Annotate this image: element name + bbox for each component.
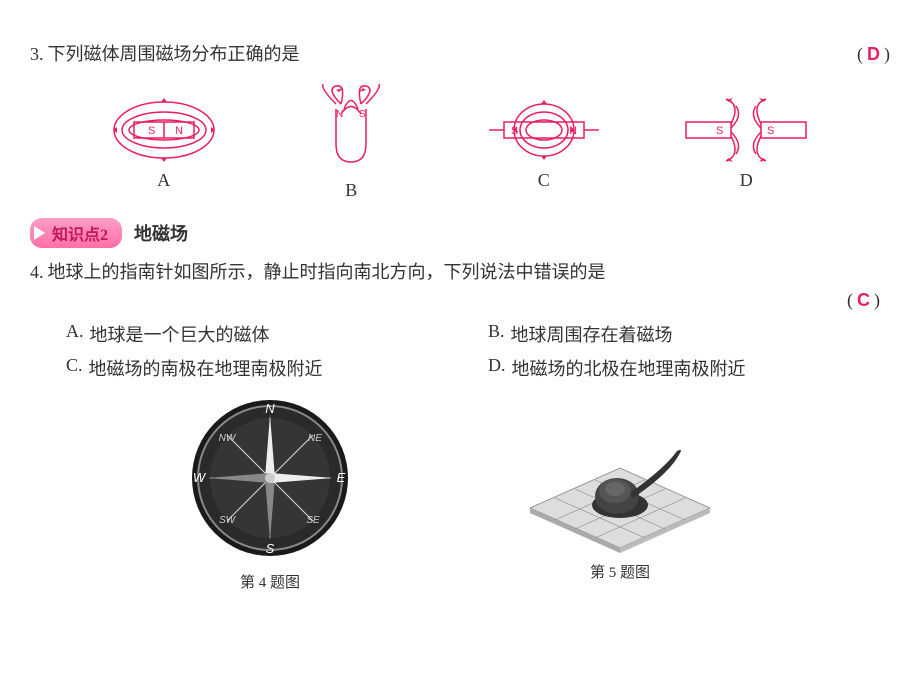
option-a: A. 地球是一个巨大的磁体 (66, 321, 468, 347)
question-3: 3. 下列磁体周围磁场分布正确的是 ( D ) (30, 40, 890, 66)
magnet-diagram-d: S S (671, 94, 821, 164)
svg-text:N: N (336, 109, 343, 120)
option-d: D. 地磁场的北极在地理南极附近 (488, 355, 890, 381)
question-3-number: 3. (30, 44, 44, 65)
diagram-a-label: A (157, 170, 170, 191)
compass-icon: N NE E SE S SW W NW (185, 393, 355, 563)
svg-text:N: N (175, 125, 183, 137)
question-4-answer: C (857, 290, 870, 311)
option-a-text: 地球是一个巨大的磁体 (90, 321, 270, 347)
q4-options: A. 地球是一个巨大的磁体 B. 地球周围存在着磁场 C. 地磁场的南极在地理南… (30, 321, 890, 381)
figure-5: 第 5 题图 (505, 403, 735, 582)
paren-left: ( (847, 290, 853, 311)
magnet-diagram-b: N S (286, 84, 416, 174)
svg-text:SW: SW (219, 515, 237, 526)
option-b-text: 地球周围存在着磁场 (511, 321, 673, 347)
option-d-text: 地磁场的北极在地理南极附近 (512, 355, 746, 381)
diagram-d-label: D (740, 170, 753, 191)
question-4-number: 4. (30, 262, 44, 283)
option-b: B. 地球周围存在着磁场 (488, 321, 890, 347)
diagram-c-label: C (538, 170, 550, 191)
svg-text:W: W (193, 470, 207, 485)
question-4: 4. 地球上的指南针如图所示，静止时指向南北方向，下列说法中错误的是 (30, 258, 890, 284)
svg-text:S: S (767, 125, 774, 137)
diagram-d: S S D (671, 94, 821, 191)
paren-left: ( (857, 44, 863, 65)
svg-text:S: S (511, 125, 518, 137)
svg-text:N: N (265, 401, 275, 416)
diagram-c: S N C (474, 94, 614, 191)
question-3-answer-group: ( D ) (857, 44, 890, 65)
svg-text:SE: SE (306, 515, 320, 526)
sinan-icon (505, 403, 735, 553)
question-3-text: 下列磁体周围磁场分布正确的是 (48, 40, 858, 66)
svg-text:S: S (266, 541, 275, 556)
svg-text:S: S (716, 125, 723, 137)
figure-5-caption: 第 5 题图 (590, 561, 650, 582)
question-4-answer-group: ( C ) (847, 290, 880, 311)
diagram-b: N S B (286, 84, 416, 201)
svg-text:E: E (337, 470, 346, 485)
option-d-letter: D. (488, 355, 506, 381)
figure-4: N NE E SE S SW W NW 第 4 题图 (185, 393, 355, 592)
option-c-letter: C. (66, 355, 83, 381)
knowledge-title: 地磁场 (134, 220, 188, 246)
diagram-a: S N A (99, 94, 229, 191)
paren-right: ) (874, 290, 880, 311)
option-c-text: 地磁场的南极在地理南极附近 (89, 355, 323, 381)
figures-row: N NE E SE S SW W NW 第 4 题图 (30, 393, 890, 592)
svg-text:NE: NE (308, 433, 322, 444)
magnet-diagram-a: S N (99, 94, 229, 164)
q3-diagrams-row: S N A N S B (30, 74, 890, 206)
question-4-text: 地球上的指南针如图所示，静止时指向南北方向，下列说法中错误的是 (48, 258, 891, 284)
knowledge-badge: 知识点2 (30, 218, 122, 248)
svg-text:N: N (569, 125, 577, 137)
figure-4-caption: 第 4 题图 (240, 571, 300, 592)
svg-text:S: S (148, 125, 155, 137)
magnet-diagram-c: S N (474, 94, 614, 164)
knowledge-point-2: 知识点2 地磁场 (30, 218, 890, 248)
question-4-answer-row: ( C ) (30, 290, 890, 311)
option-c: C. 地磁场的南极在地理南极附近 (66, 355, 468, 381)
paren-right: ) (884, 44, 890, 65)
svg-text:NW: NW (219, 433, 237, 444)
option-a-letter: A. (66, 321, 84, 347)
diagram-b-label: B (345, 180, 357, 201)
question-3-answer: D (867, 44, 880, 65)
option-b-letter: B. (488, 321, 505, 347)
knowledge-badge-text: 知识点2 (52, 221, 108, 245)
play-icon (34, 226, 45, 240)
svg-text:S: S (359, 109, 366, 120)
